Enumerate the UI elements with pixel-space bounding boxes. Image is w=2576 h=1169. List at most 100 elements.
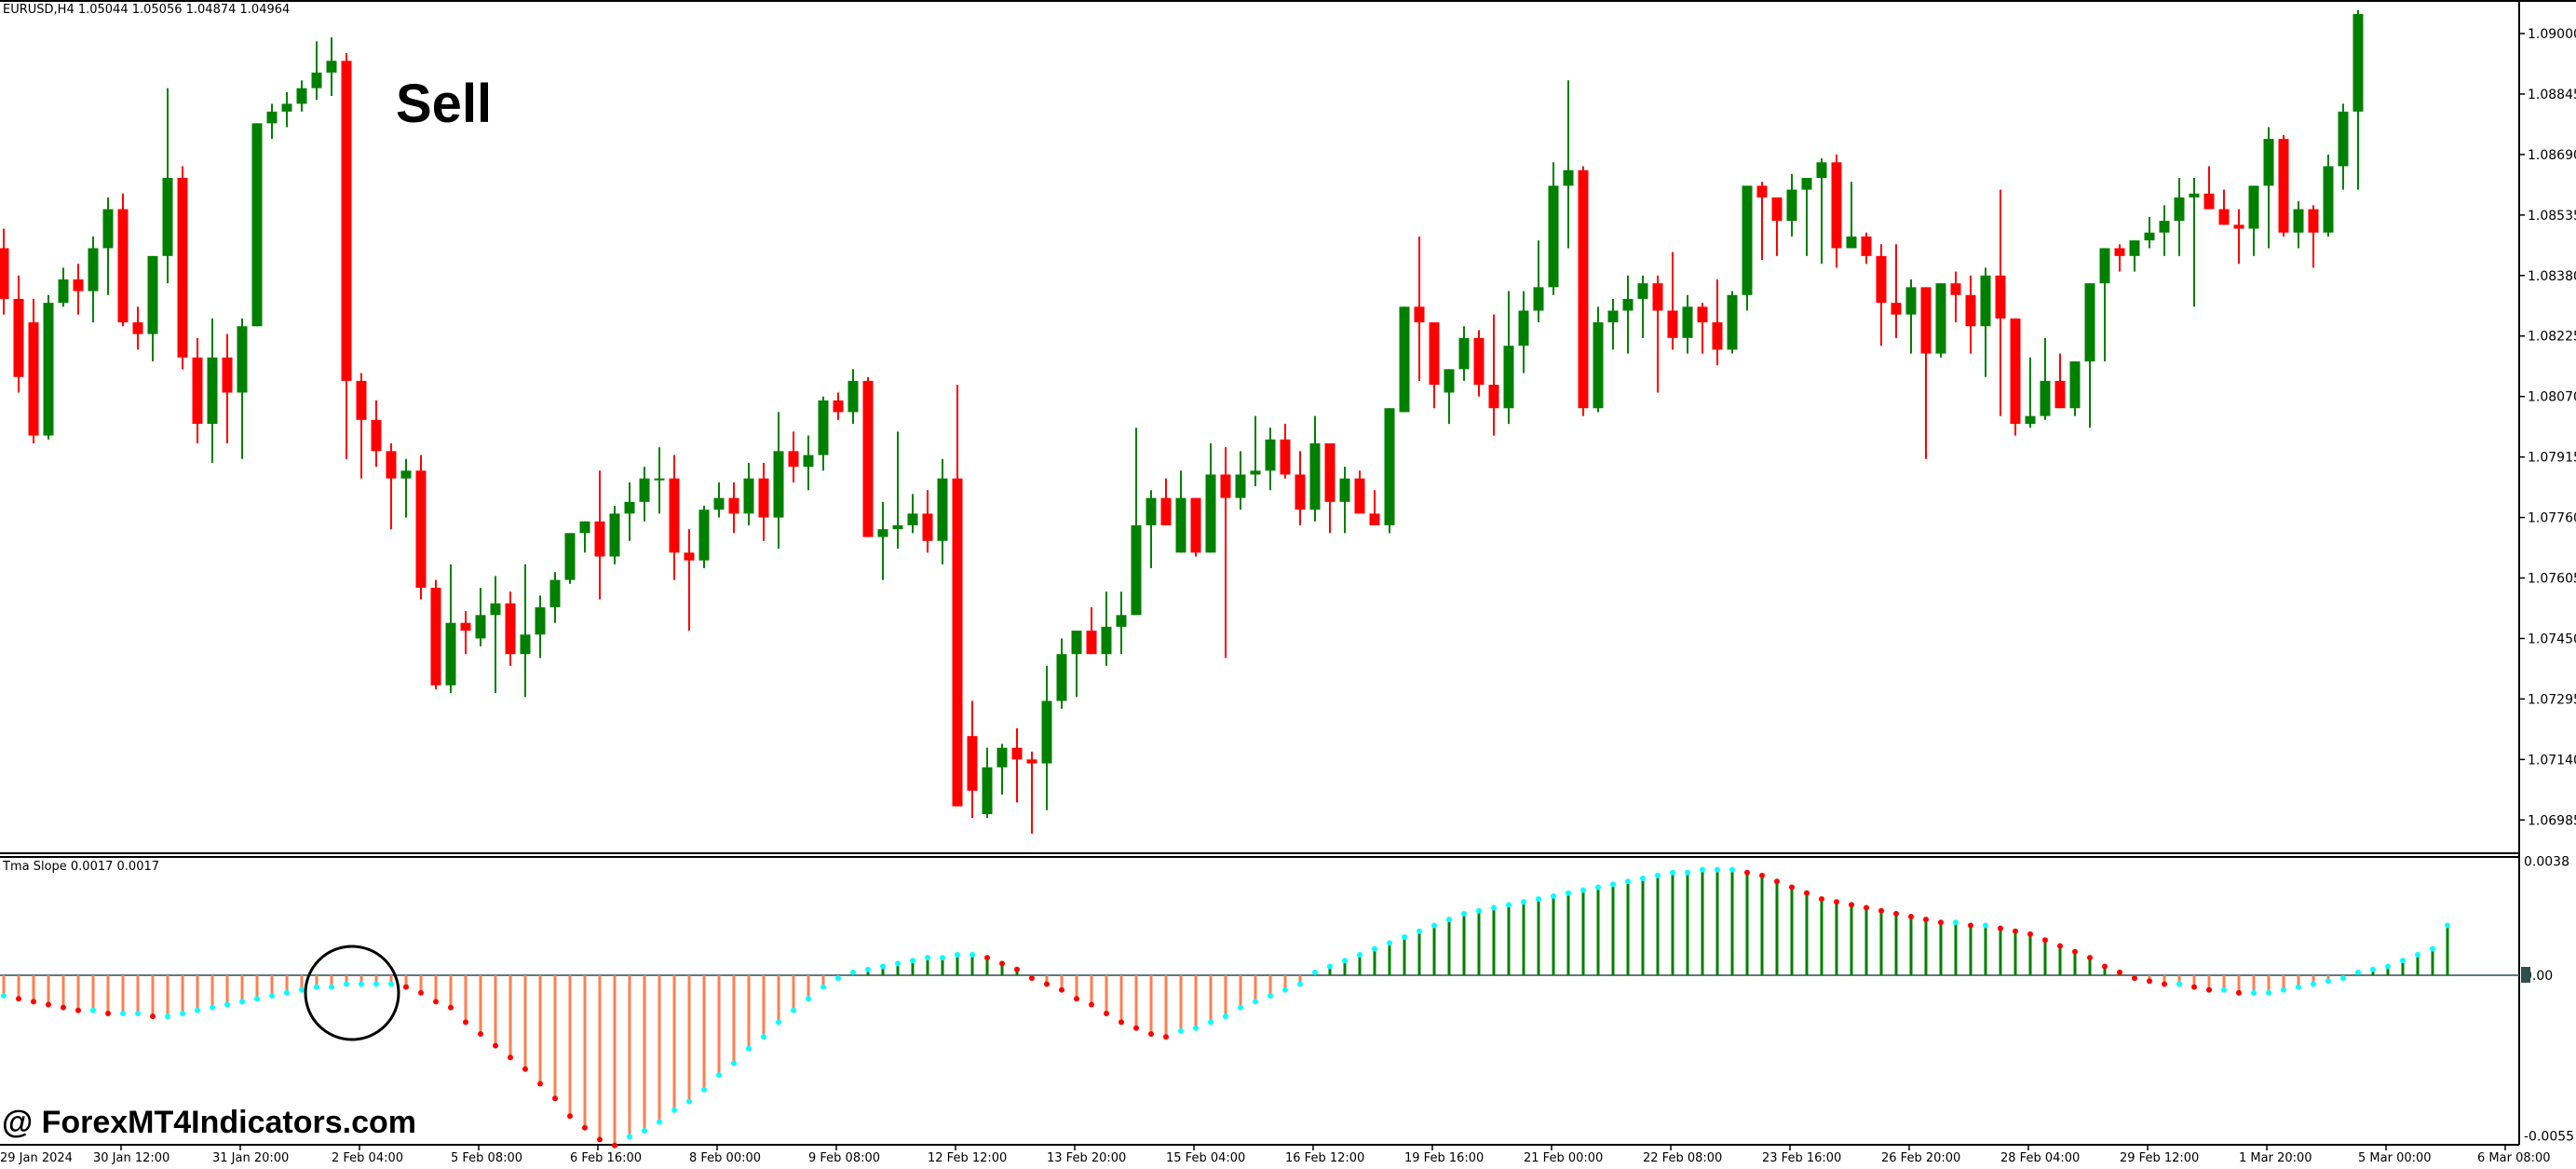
candle	[1801, 178, 1812, 256]
candle	[1116, 591, 1127, 655]
time-tick-label: 1 Mar 20:00	[2239, 1151, 2312, 1165]
candle	[1980, 267, 1991, 377]
indicator-tick-label: 0.0038	[2524, 854, 2569, 869]
candle	[1399, 306, 1410, 413]
candle	[2010, 318, 2021, 436]
candle	[1578, 166, 1589, 416]
candle	[2338, 103, 2349, 190]
candle	[1026, 751, 1037, 834]
candle	[1652, 275, 1663, 393]
time-tick-label: 2 Feb 04:00	[332, 1151, 403, 1165]
time-tick-label: 22 Feb 08:00	[1643, 1151, 1722, 1165]
candle	[1444, 369, 1455, 424]
candle	[594, 470, 605, 600]
price-tick-label: 1.07295	[2528, 692, 2576, 707]
candle	[2308, 205, 2319, 268]
candle	[132, 306, 143, 350]
candle	[341, 52, 352, 459]
candle	[2054, 353, 2066, 409]
price-tick-label: 1.08225	[2528, 330, 2576, 345]
candle	[1309, 415, 1321, 522]
time-tick-label: 26 Feb 20:00	[1881, 1151, 1960, 1165]
candle	[2189, 178, 2200, 307]
candle	[1295, 451, 1306, 525]
candle	[520, 564, 531, 698]
candle	[549, 572, 561, 623]
indicator-axis: 0.0038 0.00 -0.0055	[2521, 854, 2574, 1144]
candle	[609, 505, 620, 564]
candle	[877, 501, 888, 580]
candle	[818, 396, 829, 471]
candle	[1220, 447, 1231, 659]
candle	[13, 275, 24, 393]
candle	[967, 700, 978, 819]
time-tick-label: 9 Feb 08:00	[808, 1151, 880, 1165]
tma-slope-histogram	[0, 866, 2519, 1149]
candle	[2352, 9, 2364, 190]
candle	[207, 318, 218, 463]
candle	[1786, 173, 1797, 237]
candle	[892, 431, 903, 550]
candle	[952, 385, 963, 807]
time-tick-label: 23 Feb 16:00	[1762, 1151, 1841, 1165]
candle	[460, 611, 471, 655]
time-tick-label: 28 Feb 04:00	[2000, 1151, 2080, 1165]
candle	[1667, 251, 1678, 350]
candle	[2159, 205, 2170, 256]
candle	[311, 41, 322, 101]
candle	[1742, 185, 1753, 311]
candle	[1205, 442, 1216, 553]
candle	[1950, 271, 1961, 323]
candle	[356, 373, 367, 479]
candle	[1414, 236, 1425, 381]
candle	[2114, 244, 2125, 272]
time-tick-label: 31 Jan 20:00	[212, 1151, 289, 1165]
time-tick-label: 6 Mar 08:00	[2477, 1151, 2551, 1165]
candle	[937, 458, 948, 564]
candle	[147, 255, 158, 361]
candle	[535, 595, 546, 659]
candle	[1354, 470, 1365, 514]
candle	[2144, 216, 2155, 249]
candle	[490, 576, 501, 694]
candle	[28, 298, 39, 443]
candle	[371, 400, 382, 468]
candle	[833, 392, 844, 420]
price-tick-label: 1.07760	[2528, 511, 2576, 526]
time-tick-label: 13 Feb 20:00	[1047, 1151, 1126, 1165]
time-tick-label: 21 Feb 00:00	[1524, 1151, 1603, 1165]
time-tick-label: 5 Feb 08:00	[451, 1151, 522, 1165]
candle	[1756, 182, 1768, 261]
candle	[1697, 303, 1708, 354]
candle	[2263, 127, 2274, 249]
candle	[177, 166, 188, 370]
candle	[2084, 283, 2095, 428]
candle	[1876, 244, 1887, 347]
candle	[1235, 451, 1246, 510]
candle	[1920, 287, 1932, 459]
candle	[2025, 357, 2036, 428]
candle	[2278, 134, 2289, 237]
candle	[1816, 158, 1827, 265]
candle	[1891, 244, 1902, 338]
time-tick-label: 29 Feb 12:00	[2120, 1151, 2199, 1165]
candle	[654, 447, 665, 514]
candle	[222, 333, 233, 443]
candle	[1622, 275, 1634, 354]
candle	[1607, 298, 1619, 350]
time-tick-label: 8 Feb 00:00	[689, 1151, 761, 1165]
candle	[1131, 428, 1142, 616]
time-tick-label: 30 Jan 12:00	[93, 1151, 169, 1165]
price-tick-label: 1.09000	[2528, 27, 2576, 42]
highlight-circle	[304, 945, 400, 1041]
price-tick-label: 1.07915	[2528, 451, 2576, 466]
candle	[296, 80, 307, 112]
time-tick-label: 6 Feb 16:00	[570, 1151, 642, 1165]
candle	[415, 455, 427, 600]
candle	[803, 435, 814, 491]
time-tick-label: 19 Feb 16:00	[1404, 1151, 1484, 1165]
candle	[1712, 279, 1723, 366]
candle	[0, 228, 9, 315]
candle	[1503, 291, 1514, 424]
